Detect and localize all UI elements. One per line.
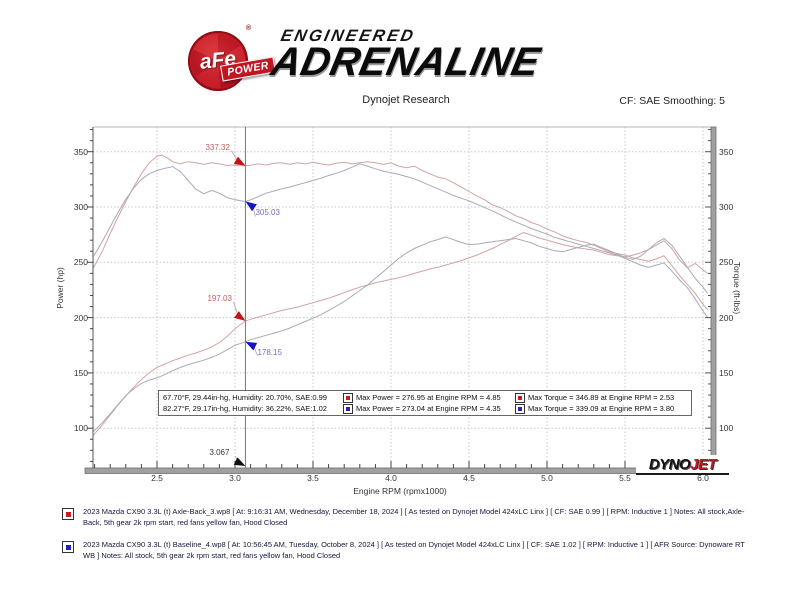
- x-tick-label: 5.5: [619, 473, 631, 483]
- y-tick-label-right: 100: [719, 423, 734, 434]
- stats-row-axleback: 67.70°F, 29.44in-hg, Humidity: 20.70%, S…: [163, 392, 687, 403]
- max-torque-value: Max Torque = 339.09 at Engine RPM = 3.80: [528, 404, 675, 413]
- x-tick-label: 2.5: [151, 473, 163, 483]
- dynojet-logo: DYNO JET: [636, 455, 729, 475]
- x-tick-label: 4.0: [385, 473, 397, 483]
- annotation-marker-blue: [245, 341, 258, 351]
- y-tick-label-left: 300: [73, 202, 88, 212]
- annotation-marker-black: [233, 457, 246, 466]
- y-tick-label-left: 100: [73, 423, 88, 434]
- smoothing-setting: CF: SAE Smoothing: 5: [619, 95, 725, 107]
- run-description: 2023 Mazda CX90 3.3L (t) Baseline_4.wp8 …: [83, 540, 745, 560]
- y-tick-label-left: 250: [73, 257, 88, 268]
- annotation-3.067: 3.067: [209, 448, 230, 457]
- run-swatch-red: [62, 508, 74, 520]
- y-tick-label-right: 350: [719, 146, 734, 157]
- weather-conditions: 82.27°F, 29.17in-hg, Humidity: 36.22%, S…: [163, 404, 327, 413]
- curve-baseline-power: [93, 236, 709, 433]
- max-power-value: Max Power = 276.95 at Engine RPM = 4.85: [356, 393, 501, 402]
- legend-swatch-blue: [343, 403, 353, 414]
- registered-mark: ®: [246, 25, 252, 32]
- legend-swatch-red: [515, 392, 525, 403]
- run-description: 2023 Mazda CX90 3.3L (t) Axle-Back_3.wp8…: [83, 507, 745, 527]
- curve-axleback-torque: [93, 154, 709, 311]
- x-axis-label: Engine RPM (rpmx1000): [353, 486, 447, 496]
- afe-logo: aFe: [188, 31, 248, 91]
- annotation-marker-red: [234, 311, 246, 321]
- curve-baseline-torque: [93, 163, 709, 318]
- annotation-178.15: 178.15: [257, 347, 282, 357]
- max-power-value: Max Power = 273.04 at Engine RPM = 4.35: [356, 404, 501, 413]
- annotation-197.03: 197.03: [207, 293, 232, 303]
- dynojet-logo-dyno: DYNO: [648, 455, 691, 473]
- dynojet-logo-jet: JET: [690, 455, 717, 473]
- run-legend-baseline: 2023 Mazda CX90 3.3L (t) Baseline_4.wp8 …: [62, 540, 752, 561]
- annotation-337.32: 337.32: [205, 142, 230, 152]
- x-tick-label: 6.0: [697, 473, 709, 483]
- y-tick-label-left: 200: [73, 312, 88, 323]
- chart-title: Dynojet Research: [362, 94, 450, 106]
- stats-row-baseline: 82.27°F, 29.17in-hg, Humidity: 36.22%, S…: [163, 403, 687, 414]
- curve-axleback-power: [93, 231, 708, 437]
- y-tick-label-right: 300: [719, 202, 734, 212]
- y-tick-label-left: 350: [73, 146, 88, 157]
- x-tick-label: 3.0: [229, 473, 241, 483]
- max-values-box: 67.70°F, 29.44in-hg, Humidity: 20.70%, S…: [158, 390, 692, 416]
- max-torque-value: Max Torque = 346.89 at Engine RPM = 2.53: [528, 393, 675, 402]
- annotation-marker-red: [233, 156, 246, 166]
- x-tick-label: 3.5: [307, 473, 319, 483]
- weather-conditions: 67.70°F, 29.44in-hg, Humidity: 20.70%, S…: [163, 393, 327, 402]
- y-tick-label-right: 200: [719, 312, 734, 323]
- annotation-marker-blue: [245, 201, 257, 212]
- y-tick-label-right: 250: [719, 257, 734, 268]
- legend-swatch-blue: [515, 403, 525, 414]
- run-legend-axleback: 2023 Mazda CX90 3.3L (t) Axle-Back_3.wp8…: [62, 507, 752, 528]
- x-tick-label: 5.0: [541, 473, 553, 483]
- right-axis-bar: [710, 126, 717, 475]
- y-tick-label-left: 150: [73, 367, 88, 378]
- annotation-305.03: 305.03: [255, 208, 280, 218]
- y-tick-label-right: 150: [719, 367, 734, 378]
- run-swatch-blue: [62, 541, 74, 553]
- x-tick-label: 4.5: [463, 473, 475, 483]
- legend-swatch-red: [343, 392, 353, 403]
